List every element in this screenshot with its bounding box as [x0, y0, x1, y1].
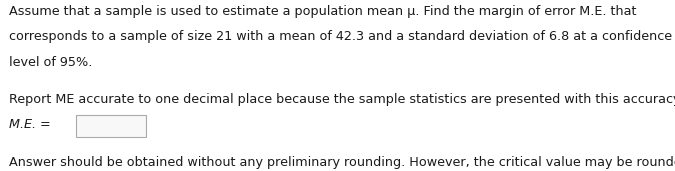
Text: Answer should be obtained without any preliminary rounding. However, the critica: Answer should be obtained without any pr…	[9, 156, 675, 169]
Text: Assume that a sample is used to estimate a population mean μ. Find the margin of: Assume that a sample is used to estimate…	[9, 5, 637, 18]
Text: level of 95%.: level of 95%.	[9, 56, 92, 69]
Text: M.E. =: M.E. =	[9, 118, 51, 131]
Text: Report ME accurate to one decimal place because the sample statistics are presen: Report ME accurate to one decimal place …	[9, 93, 675, 106]
Text: corresponds to a sample of size 21 with a mean of 42.3 and a standard deviation : corresponds to a sample of size 21 with …	[9, 30, 672, 43]
FancyBboxPatch shape	[76, 115, 146, 137]
